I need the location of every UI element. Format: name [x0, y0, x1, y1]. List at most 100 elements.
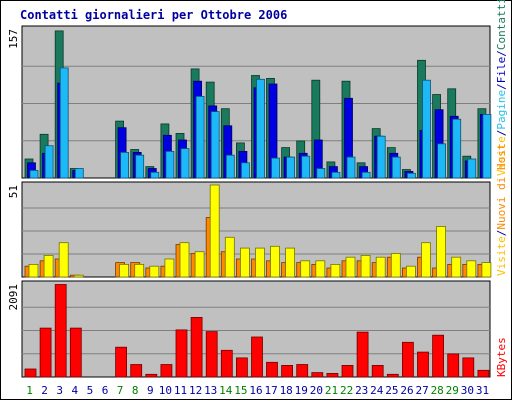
bar-contatti-file-8 — [135, 154, 145, 179]
bar-kbytes-kbytes-13 — [205, 331, 218, 378]
x-tick-label: 26 — [400, 384, 413, 397]
legend-entry: Contatti — [495, 0, 508, 50]
bar-contatti-file-11 — [180, 148, 190, 179]
bar-kbytes-kbytes-31 — [477, 369, 490, 378]
chart-title: Contatti giornalieri per Ottobre 2006 — [20, 8, 287, 22]
bar-host-visite-30 — [466, 260, 477, 278]
bar-host-visite-29 — [451, 256, 462, 278]
bar-kbytes-kbytes-25 — [386, 373, 399, 378]
bar-kbytes-kbytes-18 — [281, 364, 294, 378]
bar-kbytes-kbytes-15 — [235, 357, 248, 378]
x-tick-label: 22 — [340, 384, 353, 397]
legend-host: Visite/Nuovi di Host — [495, 144, 508, 276]
y-max-label-kbytes: 2091 — [7, 284, 20, 311]
bar-host-visite-9 — [149, 265, 160, 278]
panel-host — [21, 181, 492, 278]
x-tick-label: 30 — [461, 384, 474, 397]
bar-host-visite-24 — [375, 256, 386, 278]
bar-kbytes-kbytes-12 — [190, 316, 203, 378]
bar-host-visite-18 — [285, 247, 296, 278]
bar-kbytes-kbytes-30 — [462, 357, 475, 378]
bar-kbytes-kbytes-19 — [296, 364, 309, 378]
bar-host-visite-14 — [224, 236, 235, 278]
bar-kbytes-kbytes-29 — [447, 353, 460, 378]
bar-kbytes-kbytes-9 — [145, 373, 158, 378]
bar-contatti-file-25 — [391, 156, 401, 179]
bar-host-visite-21 — [330, 263, 341, 278]
x-axis-labels: 1 2 3 4 5 6 7 8 9 10 11 12 13 14 15 16 17 18 19 20 21 22 23 24 2… — [26, 384, 489, 397]
bar-contatti-file-2 — [44, 145, 54, 179]
panel-kbytes — [21, 280, 491, 378]
bar-contatti-file-30 — [467, 158, 477, 179]
x-tick-label: 16 — [249, 384, 262, 397]
legend-entry: File — [495, 57, 508, 84]
bar-host-visite-1 — [28, 263, 39, 278]
bar-contatti-file-23 — [361, 171, 371, 179]
bar-host-visite-13 — [209, 184, 220, 278]
y-max-label-host: 51 — [7, 185, 20, 198]
bar-host-visite-4 — [73, 274, 84, 278]
legend-entry: Visite — [495, 236, 508, 276]
bar-contatti-file-10 — [165, 150, 175, 179]
x-tick-label: 24 — [370, 384, 384, 397]
x-tick-label: 20 — [310, 384, 323, 397]
panel-contatti — [21, 25, 492, 179]
bar-kbytes-kbytes-10 — [160, 364, 173, 378]
bar-kbytes-kbytes-8 — [130, 364, 143, 378]
legend-entry: KBytes — [495, 337, 508, 377]
x-tick-label: 13 — [204, 384, 217, 397]
bar-kbytes-kbytes-1 — [24, 368, 37, 378]
legend-entry: / — [495, 230, 508, 237]
right-legend: Visite/Pagine/File/ContattiVisite/Nuovi … — [495, 0, 508, 377]
bar-contatti-file-17 — [271, 157, 280, 179]
bar-contatti-file-14 — [225, 154, 235, 179]
bar-host-visite-28 — [436, 226, 447, 278]
bar-contatti-file-7 — [120, 151, 129, 179]
bar-contatti-file-29 — [452, 118, 462, 179]
x-tick-label: 28 — [431, 384, 444, 397]
bar-host-visite-15 — [239, 247, 250, 278]
x-tick-label: 11 — [174, 384, 187, 397]
legend-contatti: Visite/Pagine/File/Contatti — [495, 0, 508, 176]
bar-contatti-file-22 — [346, 156, 356, 179]
bar-contatti-file-4 — [74, 168, 84, 179]
bar-host-visite-20 — [315, 260, 326, 278]
x-tick-label: 18 — [280, 384, 293, 397]
x-tick-label: 17 — [264, 384, 277, 397]
legend-entry: Nuovi di Host — [495, 144, 508, 230]
bar-host-visite-17 — [270, 245, 280, 278]
bar-kbytes-kbytes-22 — [341, 364, 354, 378]
bar-kbytes-kbytes-4 — [69, 327, 82, 378]
legend-entry: / — [495, 130, 508, 137]
bar-contatti-file-19 — [301, 155, 311, 179]
bar-contatti-file-31 — [482, 114, 492, 179]
bar-kbytes-kbytes-17 — [266, 361, 278, 378]
chart-panels — [21, 25, 492, 378]
bar-contatti-file-1 — [29, 169, 39, 179]
bar-host-visite-25 — [390, 253, 401, 278]
bar-contatti-file-27 — [422, 79, 431, 179]
bar-host-visite-31 — [481, 262, 492, 278]
y-axis-max-labels: 157 51 2091 — [7, 29, 20, 311]
bar-kbytes-kbytes-24 — [371, 364, 384, 378]
legend-kbytes: KBytes — [495, 337, 508, 377]
bar-kbytes-kbytes-11 — [175, 329, 188, 378]
x-tick-label: 6 — [102, 384, 109, 397]
x-tick-label: 29 — [446, 384, 459, 397]
x-tick-label: 1 — [26, 384, 33, 397]
bar-host-visite-12 — [194, 251, 205, 278]
bar-host-visite-16 — [255, 247, 265, 278]
x-tick-label: 15 — [234, 384, 247, 397]
bar-host-visite-27 — [421, 242, 431, 278]
bar-kbytes-kbytes-14 — [220, 349, 233, 378]
bar-host-visite-8 — [134, 263, 145, 278]
x-tick-label: 25 — [385, 384, 398, 397]
bar-contatti-file-16 — [256, 78, 265, 179]
bar-host-visite-11 — [179, 242, 190, 278]
x-tick-label: 2 — [41, 384, 48, 397]
bar-host-visite-23 — [360, 254, 371, 278]
bar-host-visite-26 — [405, 265, 416, 278]
bar-host-visite-7 — [119, 263, 129, 278]
